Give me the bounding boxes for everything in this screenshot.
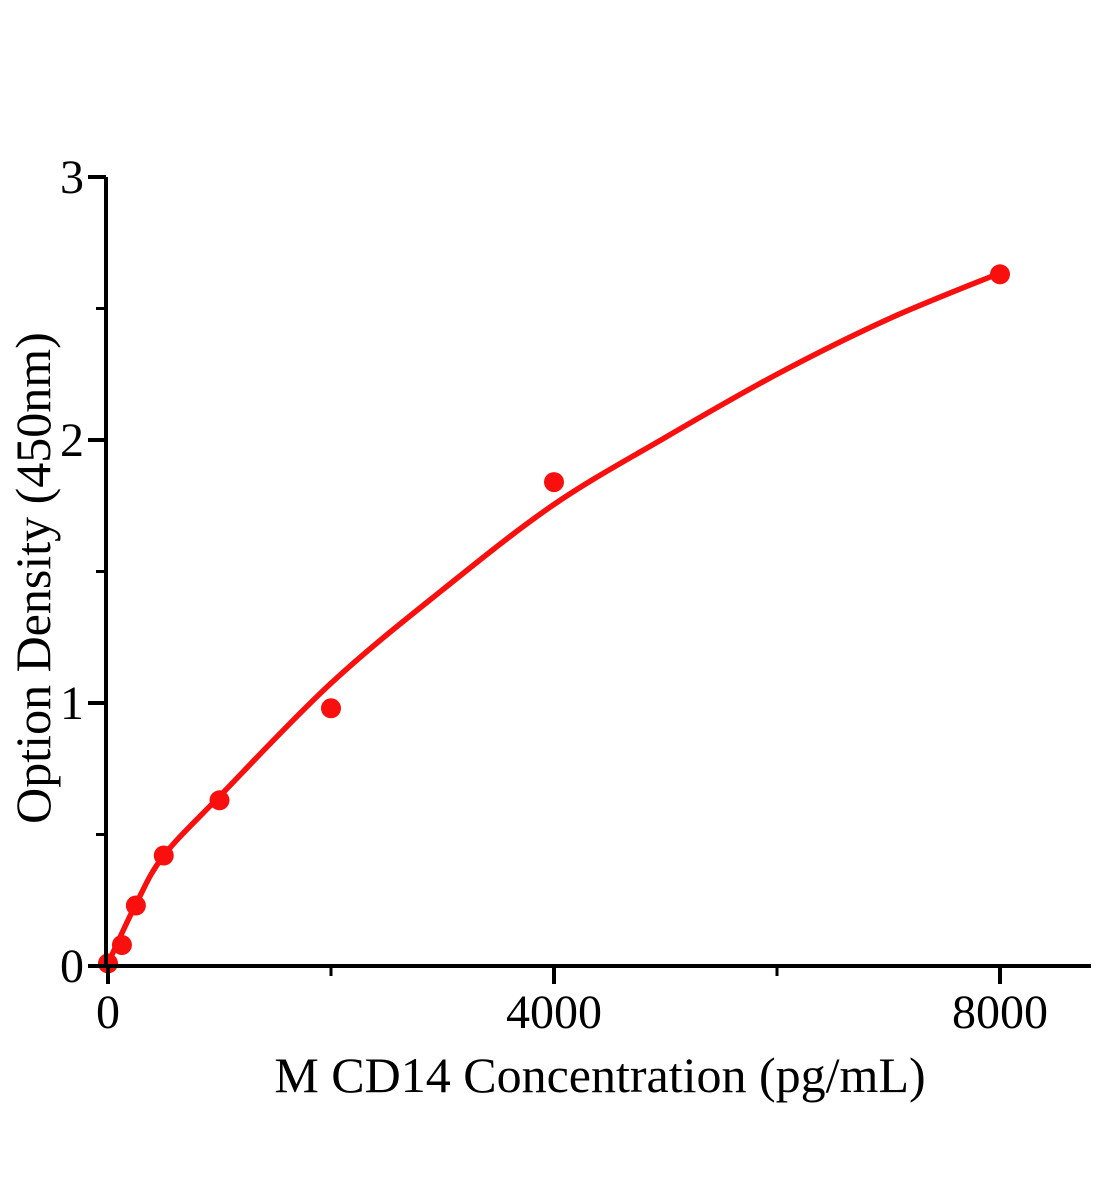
y-tick-label: 2 bbox=[60, 414, 84, 467]
data-point bbox=[209, 790, 230, 811]
x-axis-title: M CD14 Concentration (pg/mL) bbox=[274, 1047, 926, 1103]
data-point bbox=[125, 895, 146, 916]
data-point bbox=[111, 934, 132, 955]
y-tick-label: 3 bbox=[60, 151, 84, 204]
data-point bbox=[321, 698, 341, 719]
data-point bbox=[544, 472, 564, 493]
x-tick-label: 0 bbox=[96, 986, 120, 1039]
y-tick-label: 1 bbox=[60, 677, 84, 730]
y-tick-label: 0 bbox=[60, 940, 84, 993]
x-tick-label: 8000 bbox=[952, 986, 1048, 1039]
x-tick-label: 4000 bbox=[506, 986, 602, 1039]
data-point bbox=[990, 264, 1010, 285]
fit-curve-line bbox=[105, 270, 1003, 967]
y-axis-title: Option Density (450nm) bbox=[5, 332, 61, 824]
data-point bbox=[153, 845, 174, 866]
